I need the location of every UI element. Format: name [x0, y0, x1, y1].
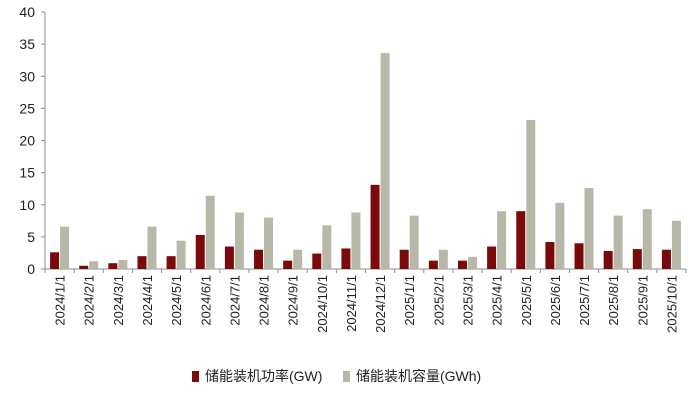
x-tick-label: 2024/2/1 [82, 275, 97, 326]
legend-label-1: 储能装机功率(GW) [205, 368, 322, 384]
bar-series-2 [467, 256, 477, 269]
bar-series-2 [642, 209, 652, 269]
x-tick-label: 2025/9/1 [635, 275, 650, 326]
bar-series-1 [487, 246, 497, 269]
y-tick-label: 0 [27, 261, 35, 277]
bar-series-1 [224, 246, 234, 269]
bar-series-2 [526, 119, 536, 269]
x-axis: 2024/1/1 2024/2/1 2024/3/1 2024/4/1 2024/5/1… [44, 268, 687, 333]
bar-series-1 [457, 260, 467, 269]
x-tick-label: 2024/4/1 [140, 275, 155, 326]
x-tick-label: 2025/5/1 [519, 275, 534, 326]
bar-series-2 [147, 226, 157, 269]
x-tick-label: 2025/7/1 [577, 275, 592, 326]
bar-series-2 [176, 240, 186, 269]
x-tick-label: 2024/8/1 [257, 275, 272, 326]
legend-swatch-1 [192, 371, 199, 382]
bar-series-1 [341, 248, 351, 269]
x-tick-label: 2024/11/1 [344, 275, 359, 332]
bar-series-1 [254, 249, 264, 269]
y-tick-label: 35 [19, 36, 35, 52]
x-tick-label: 2025/6/1 [548, 275, 563, 326]
y-tick-label: 20 [19, 133, 35, 149]
x-tick-label: 2025/8/1 [606, 275, 621, 326]
bar-series-2 [60, 226, 70, 269]
y-tick-label: 40 [19, 4, 35, 20]
x-tick-label: 2024/5/1 [169, 275, 184, 326]
y-tick-label: 25 [19, 100, 35, 116]
y-tick-label: 5 [27, 229, 35, 245]
bar-series-1 [79, 265, 89, 269]
x-tick-label: 2025/1/1 [402, 275, 417, 326]
bar-series-2 [380, 53, 390, 270]
x-tick-label: 2024/3/1 [111, 275, 126, 326]
bar-series-2 [293, 249, 303, 269]
x-tick-label: 2024/10/1 [315, 275, 330, 333]
bar-series-2 [497, 211, 507, 269]
x-tick-label: 2024/12/1 [373, 275, 388, 333]
x-tick-label: 2024/9/1 [286, 275, 301, 326]
bar-series-1 [661, 249, 671, 269]
x-tick-label: 2025/4/1 [490, 275, 505, 326]
x-tick-label: 2025/10/1 [664, 275, 679, 333]
bar-series-2 [205, 195, 215, 269]
bar-series-2 [234, 212, 244, 269]
bar-series-1 [137, 256, 147, 269]
bar-series-1 [516, 211, 526, 269]
bar-series-1 [545, 242, 555, 269]
bar-series-2 [89, 261, 99, 269]
legend-label-2: 储能装机容量(GWh) [356, 368, 481, 384]
bar-series-2 [118, 260, 128, 269]
bar-series-2 [584, 188, 594, 269]
bar-series-2 [409, 215, 419, 269]
bar-series-1 [312, 253, 322, 269]
y-axis: 0 5 10 15 20 25 30 35 40 [19, 4, 46, 277]
legend-swatch-2 [343, 371, 350, 382]
x-tick-label: 2025/3/1 [460, 275, 475, 326]
bars [50, 53, 681, 270]
bar-series-2 [322, 225, 332, 269]
bar-series-1 [166, 256, 176, 269]
x-tick-label: 2024/6/1 [198, 275, 213, 326]
bar-series-1 [50, 252, 60, 269]
bar-series-1 [283, 260, 293, 269]
bar-series-2 [264, 217, 274, 269]
bar-series-2 [671, 220, 681, 269]
x-tick-label: 2025/2/1 [431, 275, 446, 326]
bar-series-2 [438, 249, 448, 269]
bar-series-1 [632, 249, 642, 269]
bar-series-1 [574, 243, 584, 269]
y-tick-label: 10 [19, 197, 35, 213]
x-tick-label: 2024/1/1 [53, 275, 68, 326]
bar-series-1 [370, 184, 380, 269]
y-tick-label: 30 [19, 68, 35, 84]
bar-series-1 [195, 234, 205, 269]
bar-series-1 [428, 260, 438, 269]
bar-series-2 [613, 215, 623, 269]
y-tick-label: 15 [19, 165, 35, 181]
x-tick-label: 2024/7/1 [227, 275, 242, 326]
legend: 储能装机功率(GW) 储能装机容量(GWh) [192, 368, 481, 384]
bar-series-1 [399, 249, 409, 269]
bar-series-2 [351, 212, 361, 269]
bar-series-1 [603, 251, 613, 269]
bar-series-1 [108, 263, 118, 269]
bar-series-2 [555, 202, 565, 269]
